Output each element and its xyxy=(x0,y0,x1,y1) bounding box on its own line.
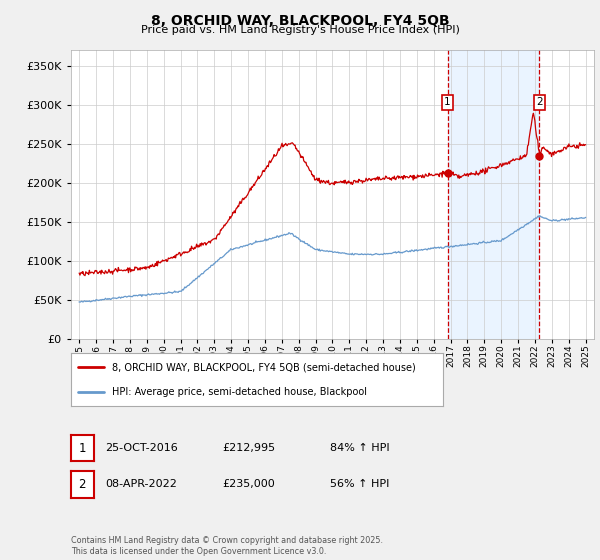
Text: Contains HM Land Registry data © Crown copyright and database right 2025.
This d: Contains HM Land Registry data © Crown c… xyxy=(71,536,383,556)
Text: 84% ↑ HPI: 84% ↑ HPI xyxy=(330,443,389,453)
Text: £235,000: £235,000 xyxy=(222,479,275,489)
Text: £212,995: £212,995 xyxy=(222,443,275,453)
Text: 25-OCT-2016: 25-OCT-2016 xyxy=(105,443,178,453)
Text: 1: 1 xyxy=(444,97,451,108)
Bar xyxy=(448,50,539,339)
Text: Price paid vs. HM Land Registry's House Price Index (HPI): Price paid vs. HM Land Registry's House … xyxy=(140,25,460,35)
Text: 8, ORCHID WAY, BLACKPOOL, FY4 5QB (semi-detached house): 8, ORCHID WAY, BLACKPOOL, FY4 5QB (semi-… xyxy=(112,362,415,372)
Text: 1: 1 xyxy=(79,441,86,455)
Text: 56% ↑ HPI: 56% ↑ HPI xyxy=(330,479,389,489)
Text: HPI: Average price, semi-detached house, Blackpool: HPI: Average price, semi-detached house,… xyxy=(112,386,367,396)
Text: 08-APR-2022: 08-APR-2022 xyxy=(105,479,177,489)
Text: 2: 2 xyxy=(536,97,543,108)
Text: 8, ORCHID WAY, BLACKPOOL, FY4 5QB: 8, ORCHID WAY, BLACKPOOL, FY4 5QB xyxy=(151,14,449,28)
Text: 2: 2 xyxy=(79,478,86,491)
